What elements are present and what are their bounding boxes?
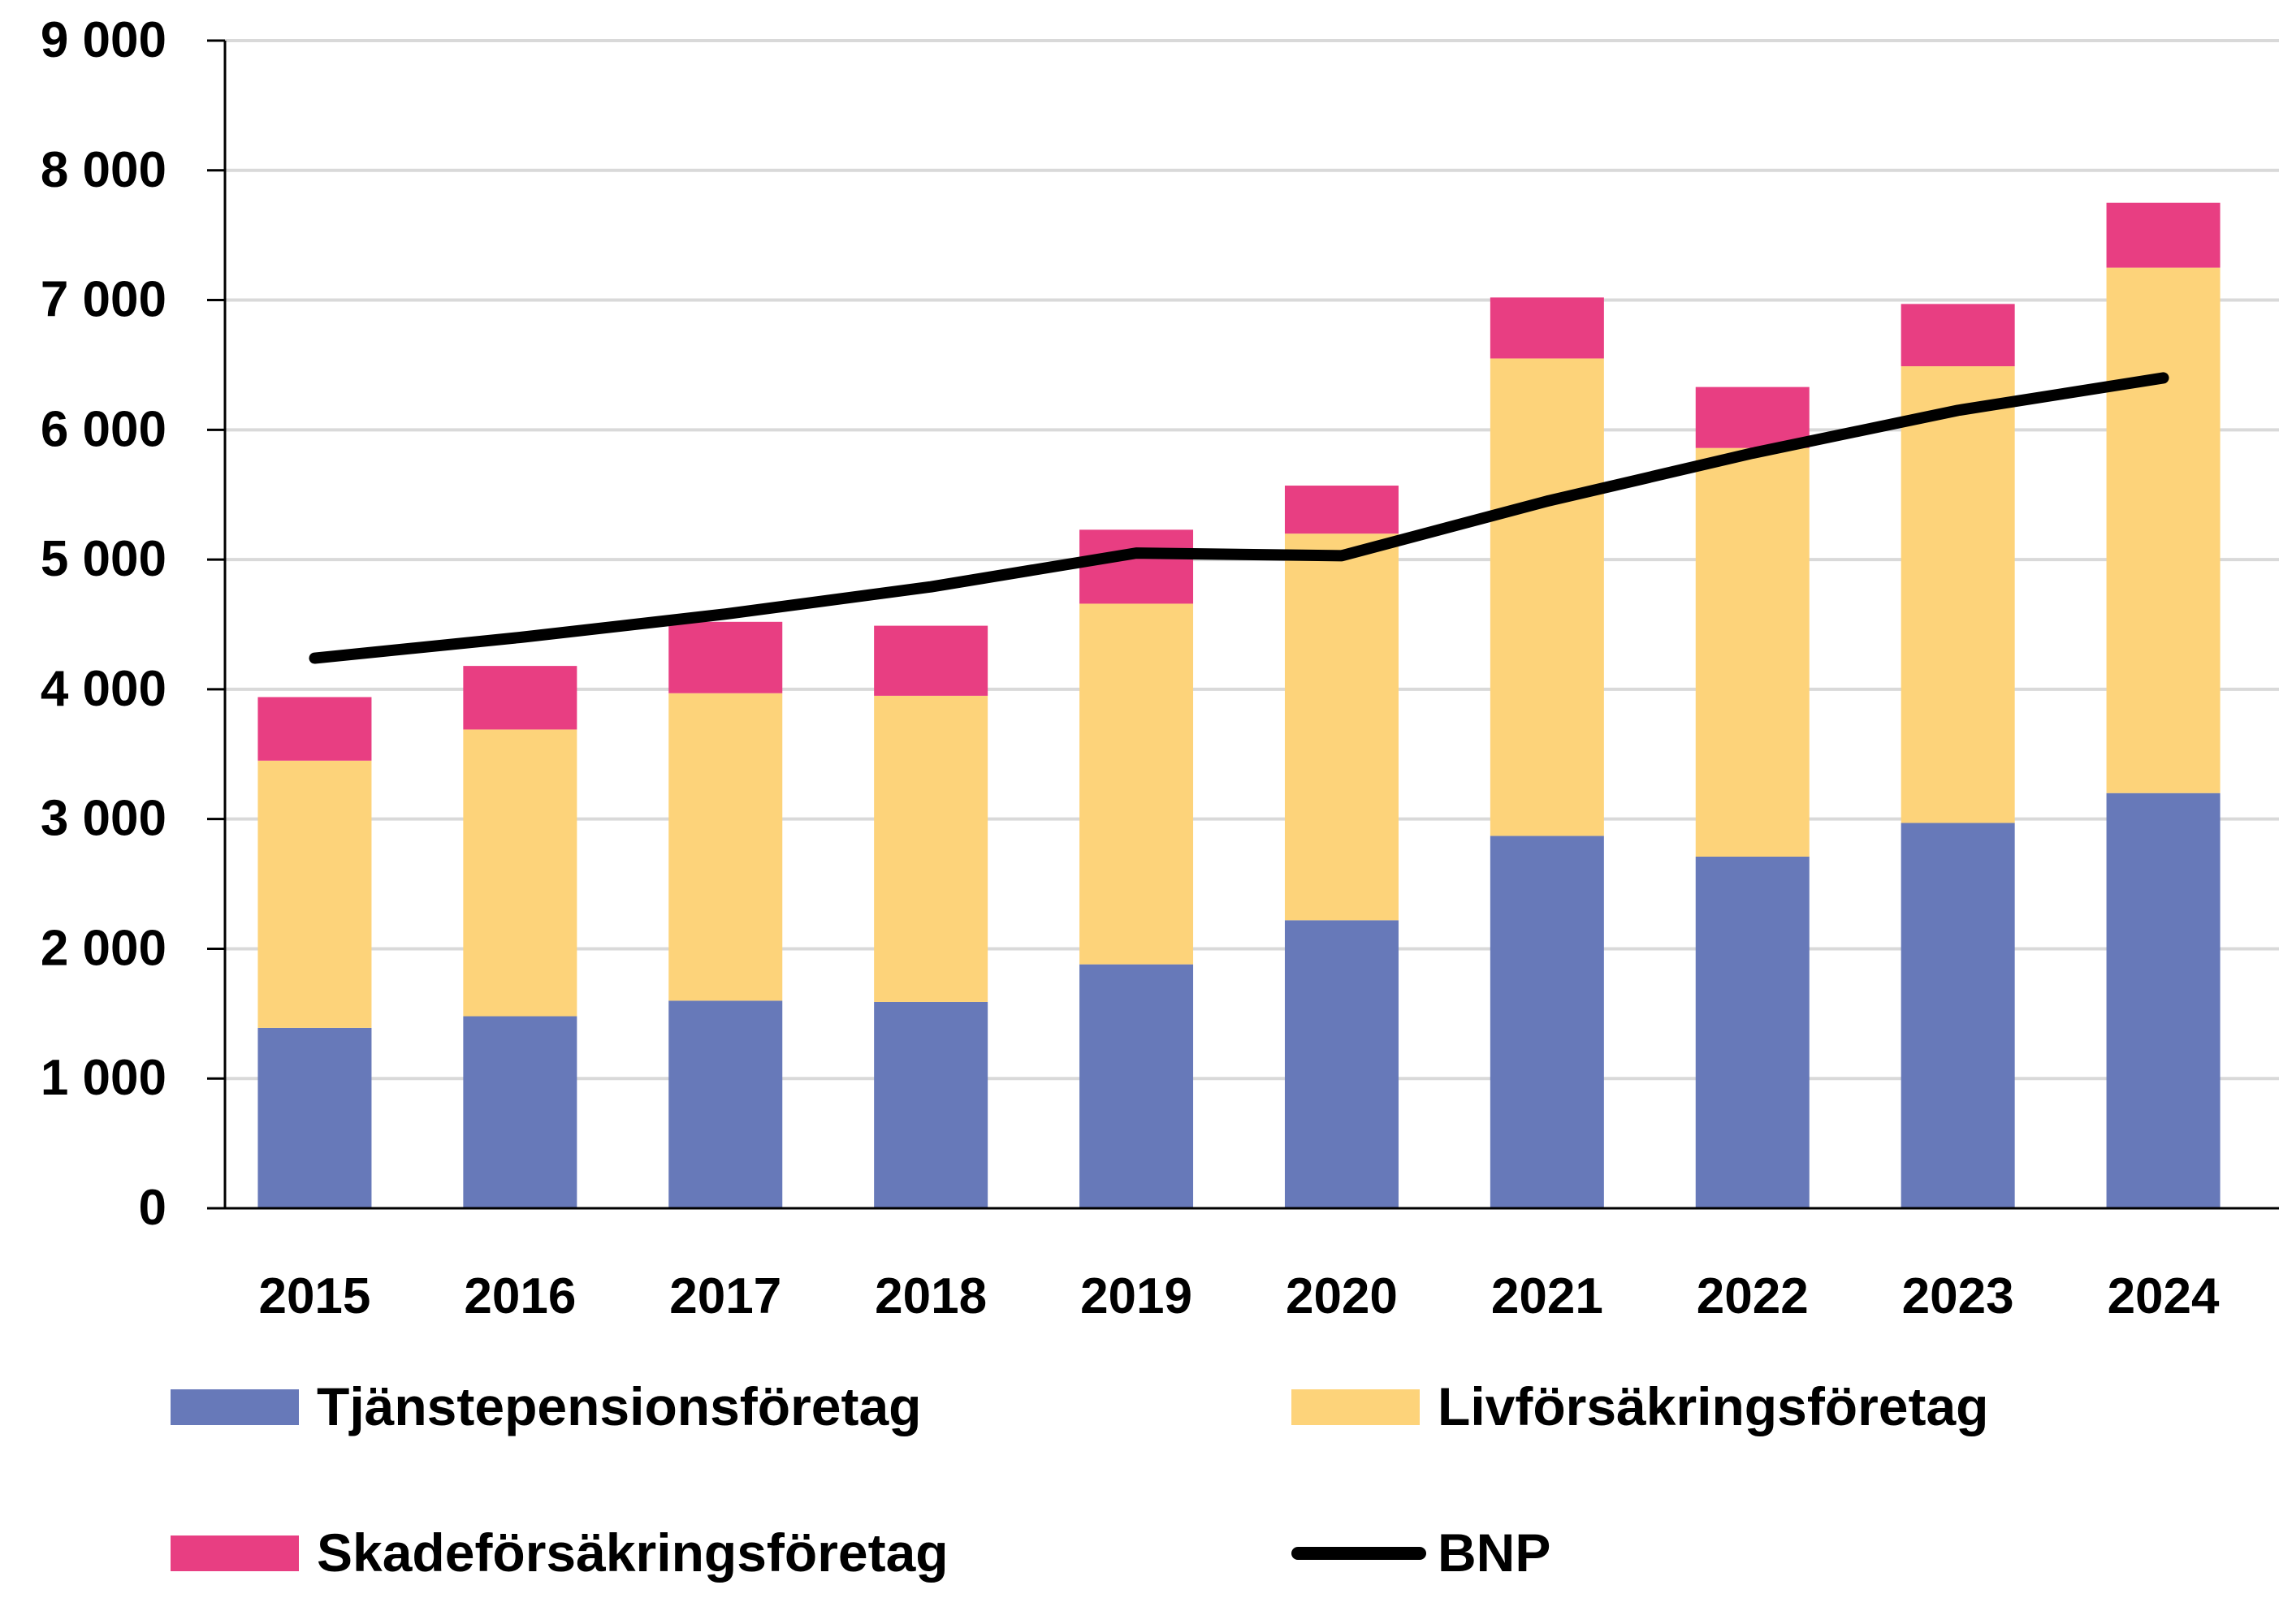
legend-swatch: [171, 1389, 299, 1425]
line-point-2017: [724, 613, 726, 615]
y-tick-label: 6 000: [41, 401, 166, 457]
bar-2020-series-3: [1284, 486, 1399, 534]
x-tick-label: 2021: [1491, 1268, 1603, 1324]
bar-2020-series-2: [1284, 533, 1399, 921]
legend-swatch: [1291, 1389, 1420, 1425]
x-tick-label: 2018: [875, 1268, 987, 1324]
x-tick-label: 2016: [464, 1268, 576, 1324]
bar-2022-series-2: [1695, 447, 1810, 857]
y-axis-ticks: 0 1 000 2 000 3 000 4 000 5 000 6 000 7 000 8 00…: [41, 12, 225, 1236]
bar-2020-series-1: [1284, 920, 1399, 1208]
legend-label: BNP: [1438, 1522, 1550, 1583]
bar-2023-series-2: [1901, 366, 2015, 823]
line-series-bnp: [309, 372, 2169, 664]
bar-2018-series-3: [874, 625, 988, 696]
bar-2017-series-1: [668, 1000, 783, 1208]
bar-2019-series-3: [1079, 529, 1194, 604]
y-tick-label: 8 000: [41, 142, 166, 198]
bar-2024-series-3: [2106, 202, 2221, 268]
bar-2015-series-3: [257, 697, 372, 761]
x-tick-label: 2019: [1080, 1268, 1192, 1324]
bar-2021-series-1: [1490, 836, 1604, 1208]
line-point-2021: [1546, 500, 1548, 502]
bar-2016-series-1: [463, 1016, 577, 1208]
bar-2023-series-1: [1901, 823, 2015, 1208]
bar-2016-series-2: [463, 729, 577, 1017]
line-point-2018: [930, 586, 932, 588]
bar-2017-series-2: [668, 693, 783, 1001]
bar-2017-series-3: [668, 621, 783, 693]
line-point-2023: [1957, 409, 1959, 411]
bar-2024-series-2: [2106, 267, 2221, 793]
bar-2018-series-2: [874, 695, 988, 1002]
x-tick-label: 2017: [669, 1268, 781, 1324]
x-tick-label: 2024: [2108, 1268, 2220, 1324]
x-tick-label: 2015: [258, 1268, 370, 1324]
bar-series: [257, 202, 2221, 1208]
line-point-2022: [1752, 452, 1754, 454]
bar-2021-series-3: [1490, 297, 1604, 359]
bar-2024-series-1: [2106, 793, 2221, 1208]
line-point-2020: [1341, 555, 1343, 556]
bar-2016-series-3: [463, 666, 577, 730]
bar-2021-series-2: [1490, 358, 1604, 836]
x-axis-ticks: 2015 2016 2017 2018 2019 2020 2021 2022 2023 2024: [258, 1268, 2220, 1324]
bar-2015-series-1: [257, 1027, 372, 1208]
bar-2015-series-2: [257, 760, 372, 1028]
y-tick-label: 2 000: [41, 920, 166, 976]
bar-2022-series-3: [1695, 387, 1810, 448]
bnp-line-series: [309, 372, 2169, 664]
bar-2019-series-1: [1079, 964, 1194, 1208]
y-tick-label: 5 000: [41, 531, 166, 587]
legend-label: Skadeförsäkringsföretag: [317, 1522, 949, 1583]
legend: Tjänstepensionsföretag Livförsäkringsföre…: [171, 1376, 1989, 1583]
line-point-2015: [314, 658, 315, 659]
legend-swatch: [171, 1535, 299, 1571]
x-tick-label: 2022: [1697, 1268, 1809, 1324]
y-tick-label: 4 000: [41, 661, 166, 717]
y-tick-label: 0: [139, 1180, 166, 1236]
x-tick-label: 2023: [1902, 1268, 2014, 1324]
legend-label: Tjänstepensionsföretag: [317, 1376, 921, 1436]
x-tick-label: 2020: [1286, 1268, 1398, 1324]
bar-2023-series-3: [1901, 304, 2015, 367]
line-point-2019: [1135, 552, 1137, 554]
axes: [223, 41, 2279, 1210]
bar-2019-series-2: [1079, 603, 1194, 965]
y-tick-label: 9 000: [41, 12, 166, 68]
y-tick-label: 7 000: [41, 272, 166, 328]
y-tick-label: 3 000: [41, 791, 166, 847]
bar-2018-series-1: [874, 1001, 988, 1208]
legend-label: Livförsäkringsföretag: [1438, 1376, 1989, 1436]
bar-2022-series-1: [1695, 857, 1810, 1208]
y-tick-label: 1 000: [41, 1050, 166, 1106]
